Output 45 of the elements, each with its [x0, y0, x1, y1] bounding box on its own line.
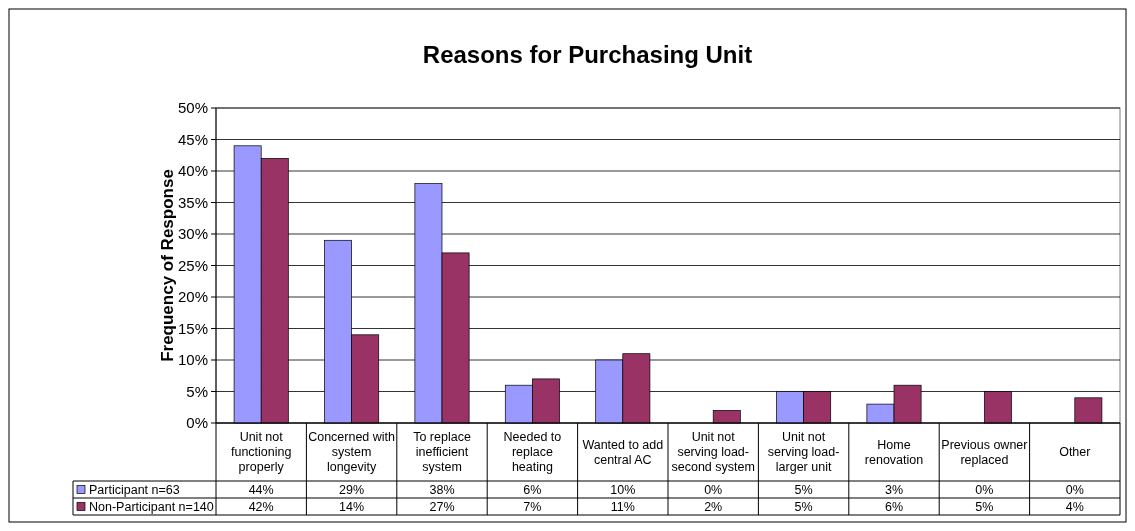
- x-tick-label: Home renovation: [864, 437, 924, 467]
- x-tick-label: Other: [1059, 445, 1091, 460]
- chart-title: Reasons for Purchasing Unit: [422, 41, 753, 68]
- data-label: 5%: [975, 499, 994, 514]
- data-label: 7%: [523, 499, 542, 514]
- data-label: 6%: [523, 482, 542, 497]
- data-label: 5%: [794, 499, 813, 514]
- data-label: 3%: [884, 482, 904, 497]
- y-tick-label: 35%: [177, 193, 208, 211]
- x-tick-label: Unit not functioning properly: [230, 430, 292, 475]
- data-label: 2%: [704, 499, 723, 514]
- data-label: 10%: [610, 482, 636, 497]
- y-tick-label: 15%: [177, 319, 208, 337]
- y-tick-label: 25%: [177, 256, 208, 274]
- y-tick-label: 10%: [177, 351, 208, 369]
- data-label: 42%: [248, 499, 274, 514]
- y-tick-label: 5%: [186, 382, 208, 400]
- data-label: 27%: [429, 499, 455, 514]
- x-tick-label: Unit not serving load- larger unit: [767, 430, 840, 475]
- legend-label: Participant n=63: [89, 482, 180, 497]
- data-label: 0%: [704, 482, 723, 497]
- y-tick-label: 30%: [177, 225, 208, 243]
- data-label: 11%: [610, 499, 635, 514]
- data-label: 38%: [429, 482, 455, 497]
- y-axis-title: Frequency of Response: [158, 169, 177, 362]
- data-label: 4%: [1065, 499, 1084, 514]
- data-label: 29%: [339, 482, 365, 497]
- x-tick-label: Concerned with system longevity: [308, 430, 396, 475]
- x-tick-label: Previous owner replaced: [941, 437, 1028, 467]
- x-tick-label: Wanted to add central AC: [582, 437, 664, 467]
- legend-label: Non-Participant n=140: [89, 499, 214, 514]
- x-tick-label: To replace inefficient system: [413, 430, 471, 475]
- y-tick-label: 45%: [177, 130, 208, 148]
- x-tick-label: Unit not serving load- second system: [671, 430, 755, 475]
- x-tick-label: Needed to replace heating: [503, 430, 562, 475]
- y-tick-label: 0%: [186, 414, 208, 432]
- data-label: 14%: [339, 499, 365, 514]
- data-label: 5%: [794, 482, 813, 497]
- y-tick-label: 20%: [177, 288, 208, 306]
- data-label: 0%: [975, 482, 994, 497]
- data-label: 0%: [1065, 482, 1084, 497]
- y-tick-label: 40%: [177, 162, 208, 180]
- y-tick-label: 50%: [177, 99, 208, 117]
- data-label: 44%: [248, 482, 274, 497]
- data-label: 6%: [884, 499, 904, 514]
